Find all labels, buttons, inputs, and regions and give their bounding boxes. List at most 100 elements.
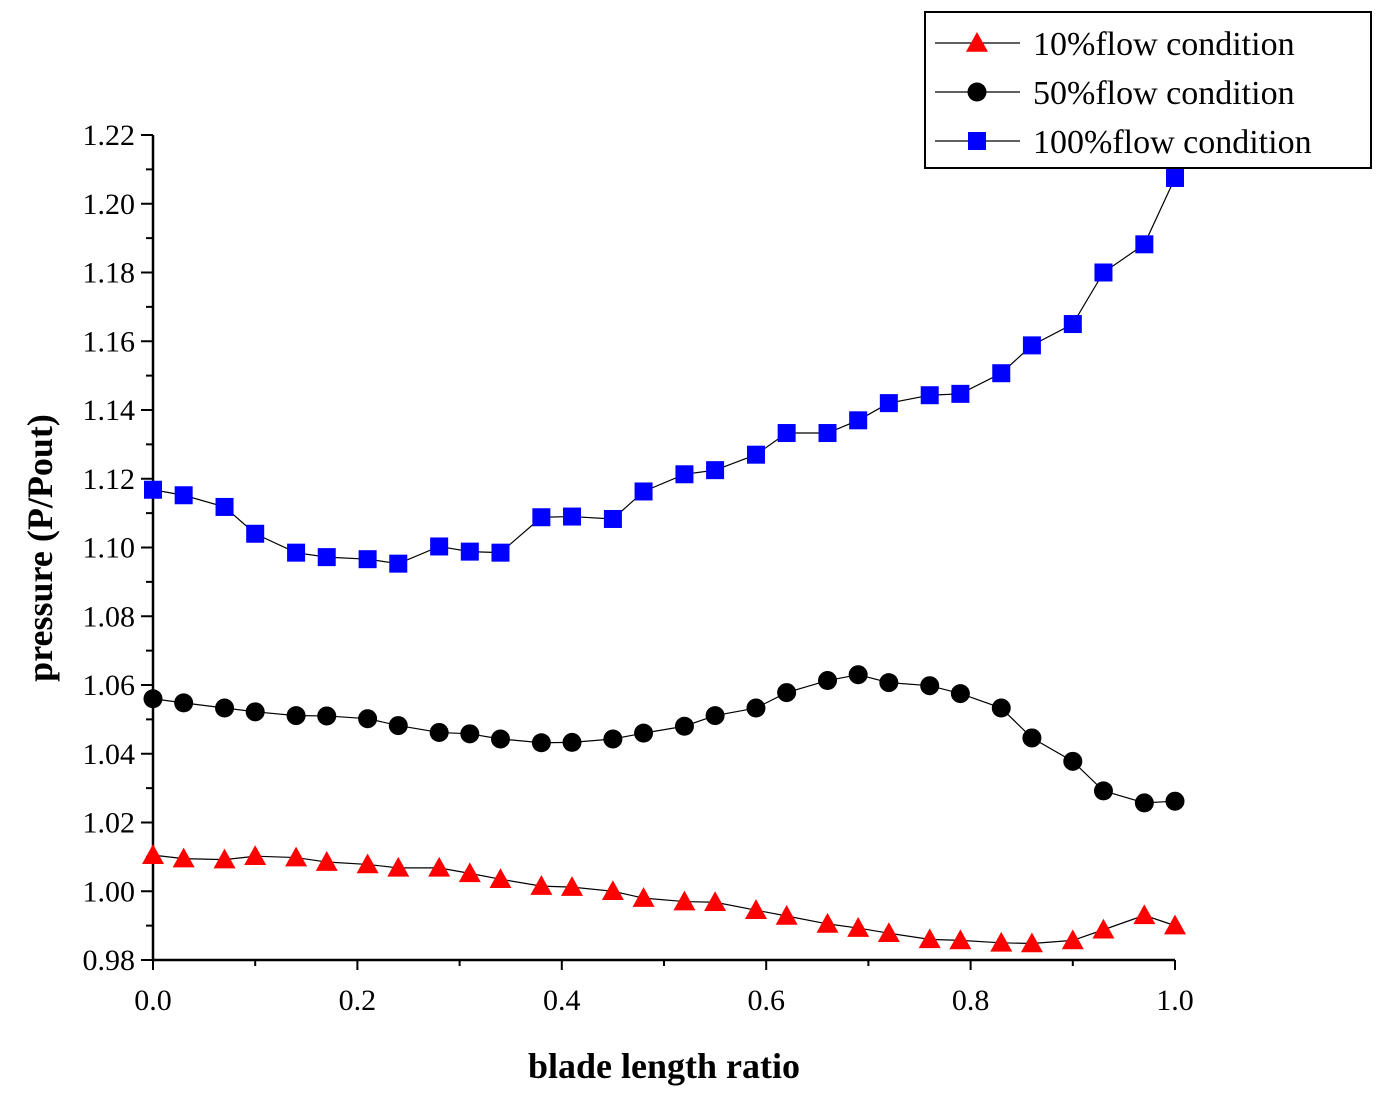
data-point-triangle (489, 868, 512, 889)
data-point-circle (634, 723, 654, 743)
data-point-triangle (949, 929, 972, 950)
data-point-square (287, 543, 306, 562)
data-point-square (603, 509, 622, 528)
data-point-square (215, 497, 234, 516)
data-point-square (879, 394, 898, 413)
data-point-circle (388, 716, 408, 736)
data-point-triangle (775, 905, 798, 925)
data-point-circle (174, 693, 194, 713)
y-tick-label: 1.20 (83, 188, 136, 221)
data-point-triangle (561, 876, 584, 896)
y-tick-label: 1.12 (83, 463, 136, 496)
data-point-triangle (244, 845, 267, 865)
legend-box (924, 11, 1372, 169)
y-tick-label: 1.18 (83, 257, 136, 290)
data-point-triangle (1092, 918, 1115, 939)
data-point-circle (460, 724, 480, 744)
data-point-triangle (601, 880, 624, 901)
data-point-triangle (816, 912, 839, 933)
y-ticks: 0.98 1.00 1.02 1.04 1.06 1.08 1.10 1.12 1.14 1.16… (83, 119, 153, 977)
axes (151, 135, 1175, 962)
data-point-circle (674, 716, 694, 736)
data-point-triangle (213, 848, 236, 869)
data-point-triangle (1133, 904, 1156, 925)
data-point-square (430, 537, 449, 556)
data-point-square (849, 411, 868, 430)
data-point-circle (531, 733, 551, 753)
series-square (144, 168, 1184, 573)
data-point-square (174, 486, 193, 505)
data-point-circle (991, 698, 1011, 718)
data-point-square (634, 482, 653, 501)
data-point-circle (215, 698, 235, 718)
x-tick-label: 0.4 (543, 984, 581, 1017)
data-point-triangle (704, 891, 727, 912)
data-point-square (532, 508, 551, 527)
data-point-triangle (428, 856, 451, 877)
data-point-triangle (1164, 914, 1186, 935)
y-tick-label: 1.08 (83, 600, 136, 633)
data-point-circle (490, 729, 510, 749)
data-point-triangle (356, 853, 379, 874)
legend-marker-circle (967, 82, 987, 102)
data-point-square (675, 465, 694, 484)
x-axis-title: blade length ratio (528, 1046, 800, 1086)
y-tick-label: 1.06 (83, 669, 136, 702)
y-tick-label: 1.02 (83, 807, 136, 840)
data-point-circle (358, 709, 378, 729)
data-point-circle (920, 676, 940, 696)
series-line (152, 674, 1176, 804)
data-point-circle (1165, 791, 1185, 811)
data-point-square (460, 542, 479, 561)
data-point-triangle (673, 890, 696, 911)
y-axis-title: pressure (P/Pout) (20, 414, 60, 682)
x-tick-label: 1.0 (1156, 984, 1194, 1017)
x-tick-label: 0.6 (747, 984, 785, 1017)
legend-marker-triangle (966, 32, 988, 52)
data-point-triangle (744, 899, 767, 919)
data-point-triangle (315, 851, 338, 871)
data-point-circle (705, 706, 725, 726)
data-point-square (1022, 336, 1041, 355)
data-point-circle (143, 689, 163, 709)
x-tick-label: 0.0 (134, 984, 172, 1017)
data-point-square (706, 461, 725, 480)
data-point-triangle (142, 844, 164, 864)
data-point-circle (286, 706, 306, 726)
data-point-circle (848, 665, 868, 685)
data-point-triangle (918, 928, 941, 949)
y-tick-label: 1.10 (83, 532, 136, 565)
data-point-circle (777, 683, 797, 703)
data-point-square (246, 524, 265, 543)
y-tick-label: 1.00 (83, 875, 136, 908)
data-point-square (563, 507, 582, 526)
data-point-circle (429, 722, 449, 742)
data-point-square (818, 424, 837, 443)
data-point-square (951, 384, 970, 403)
series-line (152, 854, 1176, 945)
data-point-triangle (877, 922, 900, 942)
data-point-circle (317, 706, 337, 726)
series-line (152, 177, 1176, 565)
data-point-circle (1022, 728, 1042, 748)
y-tick-label: 1.22 (83, 119, 136, 152)
y-tick-label: 1.04 (83, 738, 136, 771)
data-point-square (491, 543, 510, 562)
legend: 10%flow condition 50%flow condition 100%fl… (924, 11, 1372, 169)
y-tick-label: 0.98 (83, 944, 136, 977)
data-point-square (1166, 168, 1184, 187)
data-point-triangle (1061, 929, 1084, 950)
data-point-circle (818, 671, 838, 691)
data-point-circle (1063, 751, 1083, 771)
data-point-square (1063, 315, 1082, 334)
series-circle (143, 665, 1185, 813)
x-tick-label: 0.2 (339, 984, 377, 1017)
legend-label: 100%flow condition (1033, 124, 1312, 161)
data-point-circle (603, 729, 623, 749)
data-point-square (144, 480, 162, 499)
y-tick-label: 1.14 (83, 394, 136, 427)
data-point-square (1094, 263, 1113, 282)
data-point-circle (950, 684, 970, 704)
legend-marker-square (968, 132, 986, 150)
